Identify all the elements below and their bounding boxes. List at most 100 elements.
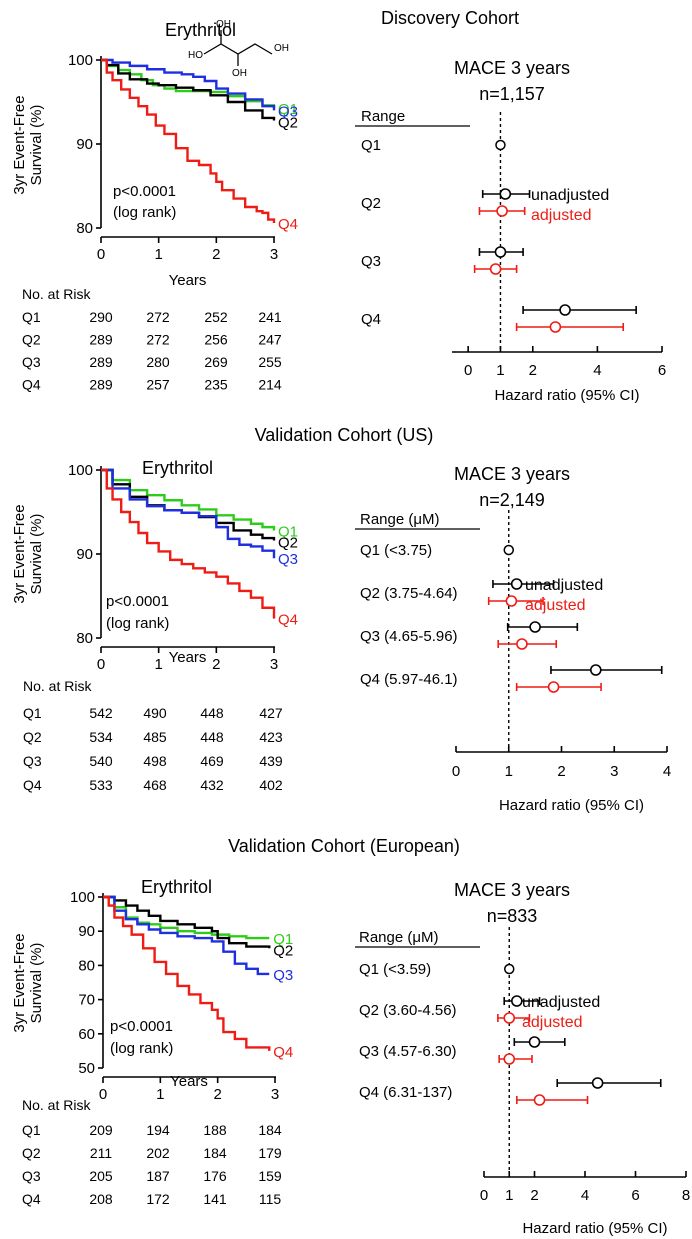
forest-point-adjusted [503, 1012, 516, 1024]
km-test-label: (log rank) [113, 204, 176, 221]
km-x-tick-label: 0 [99, 1086, 107, 1103]
forest-row-label: Q4 [361, 311, 381, 328]
risk-cell: 211 [90, 1145, 113, 1161]
forest-point-unadjusted [499, 188, 512, 200]
risk-table: No. at Risk Q1 290 272 252 241 Q2 289 272 256 247 Q… [22, 286, 282, 393]
km-y-tick-label: 100 [70, 889, 95, 906]
risk-cell: 290 [89, 309, 113, 325]
km-y-axis-label: 3yr Event-Free Survival (%) [11, 504, 45, 603]
risk-cell: 255 [258, 354, 282, 370]
km-y-tick-label: 80 [76, 630, 93, 647]
erythritol-structure-icon: HO OH OH OH [188, 19, 289, 79]
cohort-title: Discovery Cohort [381, 8, 519, 28]
risk-cell: 214 [258, 377, 282, 393]
forest-x-tick-label: 1 [505, 763, 513, 780]
risk-row-label: Q3 [23, 753, 42, 769]
risk-table: No. at Risk Q1 209 194 188 184 Q2 211 202 184 179 Q… [22, 1097, 282, 1207]
risk-row-label: Q1 [22, 1122, 41, 1138]
forest-n-label: n=2,149 [479, 490, 545, 510]
risk-table-header: No. at Risk [22, 1097, 91, 1113]
risk-cell: 209 [89, 1122, 113, 1138]
forest-point-adjusted [533, 1094, 546, 1106]
forest-x-axis-label: Hazard ratio (95% CI) [499, 797, 644, 814]
km-test-label: (log rank) [106, 615, 169, 632]
km-x-tick-label: 1 [154, 656, 162, 673]
km-x-axis-label: Years [169, 272, 207, 289]
risk-cell: 159 [258, 1168, 282, 1184]
km-x-tick-label: 1 [154, 246, 162, 263]
km-pvalue: p<0.0001 [106, 593, 169, 610]
risk-row-label: Q4 [23, 777, 42, 793]
km-plot: Erythritol 3yr Event-Free Survival (%) 80 90… [11, 20, 298, 393]
forest-legend-adjusted: adjusted [531, 207, 592, 224]
forest-legend-unadjusted: unadjusted [531, 187, 609, 204]
risk-cell: 272 [146, 332, 170, 348]
km-title: Erythritol [165, 20, 236, 40]
km-pvalue: p<0.0001 [113, 183, 176, 200]
risk-cell: 179 [258, 1145, 282, 1161]
forest-row-label: Q1 [361, 137, 381, 154]
risk-table-header: No. at Risk [23, 678, 92, 694]
km-series-label-q3: Q3 [273, 967, 293, 984]
forest-range-header: Range [361, 108, 405, 125]
risk-cell: 448 [200, 729, 224, 745]
risk-row-label: Q1 [23, 705, 42, 721]
risk-cell: 205 [89, 1168, 113, 1184]
km-curve-q4 [103, 895, 271, 1051]
km-y-tick-label: 90 [76, 136, 93, 153]
forest-plot: MACE 3 years n=1,157 Range 0 1 2 4 6 Hazard rati… [355, 58, 666, 404]
km-curve-q2 [101, 58, 276, 121]
risk-cell: 280 [146, 354, 170, 370]
forest-row-label: Q3 (4.65-5.96) [360, 628, 458, 645]
risk-row-label: Q4 [22, 1191, 41, 1207]
km-series-label-q4: Q4 [278, 216, 298, 233]
forest-x-tick-label: 6 [631, 1187, 639, 1204]
km-plot: Erythritol 3yr Event-Free Survival (%) 80 90… [11, 458, 298, 793]
km-curve-q1 [101, 58, 276, 108]
forest-legend-adjusted: adjusted [522, 1014, 583, 1031]
km-curve-q1 [103, 895, 270, 940]
forest-x-tick-label: 0 [452, 763, 460, 780]
risk-row-label: Q3 [22, 1168, 41, 1184]
risk-cell: 540 [89, 753, 113, 769]
risk-cell: 208 [89, 1191, 113, 1207]
risk-cell: 423 [259, 729, 283, 745]
risk-cell: 432 [200, 777, 224, 793]
forest-point-adjusted [496, 205, 508, 217]
forest-row-label: Q1 (<3.59) [359, 961, 431, 978]
km-y-tick-label: 100 [68, 462, 93, 479]
forest-range-header: Range (μM) [360, 511, 440, 528]
forest-plot: MACE 3 years n=833 Range (μM) 0 1 2 4 6 8 Hazard … [355, 880, 690, 1237]
km-y-tick-label: 70 [78, 992, 95, 1009]
risk-cell: 256 [204, 332, 228, 348]
km-curve-q3 [101, 468, 276, 559]
forest-reference-point [495, 139, 506, 151]
km-series-label-q4: Q4 [273, 1044, 293, 1061]
km-y-tick-label: 80 [76, 220, 93, 237]
risk-row-label: Q2 [23, 729, 42, 745]
risk-cell: 439 [259, 753, 283, 769]
km-curve-q3 [103, 895, 270, 976]
risk-row-label: Q3 [22, 354, 41, 370]
forest-x-tick-label: 8 [682, 1187, 690, 1204]
forest-x-axis-label: Hazard ratio (95% CI) [494, 387, 639, 404]
forest-point-unadjusted [559, 304, 571, 316]
km-x-tick-label: 0 [97, 656, 105, 673]
km-x-tick-label: 0 [97, 246, 105, 263]
forest-point-adjusted [549, 321, 562, 333]
forest-title: MACE 3 years [454, 880, 570, 900]
forest-point-unadjusted [494, 246, 507, 258]
km-plot: Erythritol 3yr Event-Free Survival (%) 50 60… [11, 877, 293, 1207]
risk-cell: 402 [259, 777, 283, 793]
risk-cell: 490 [143, 705, 167, 721]
risk-cell: 257 [146, 377, 170, 393]
forest-row-label: Q2 (3.60-4.56) [359, 1002, 457, 1019]
risk-cell: 194 [146, 1122, 170, 1138]
forest-point-adjusted [503, 1053, 516, 1065]
km-x-tick-label: 3 [270, 656, 278, 673]
forest-row-label: Q3 (4.57-6.30) [359, 1043, 457, 1060]
forest-legend-unadjusted: unadjusted [525, 577, 603, 594]
km-y-label-line1: 3yr Event-Free [11, 95, 28, 194]
risk-table: No. at Risk Q1 542 490 448 427 Q2 534 485 448 423 Q… [23, 678, 283, 793]
forest-x-tick-label: 1 [505, 1187, 513, 1204]
